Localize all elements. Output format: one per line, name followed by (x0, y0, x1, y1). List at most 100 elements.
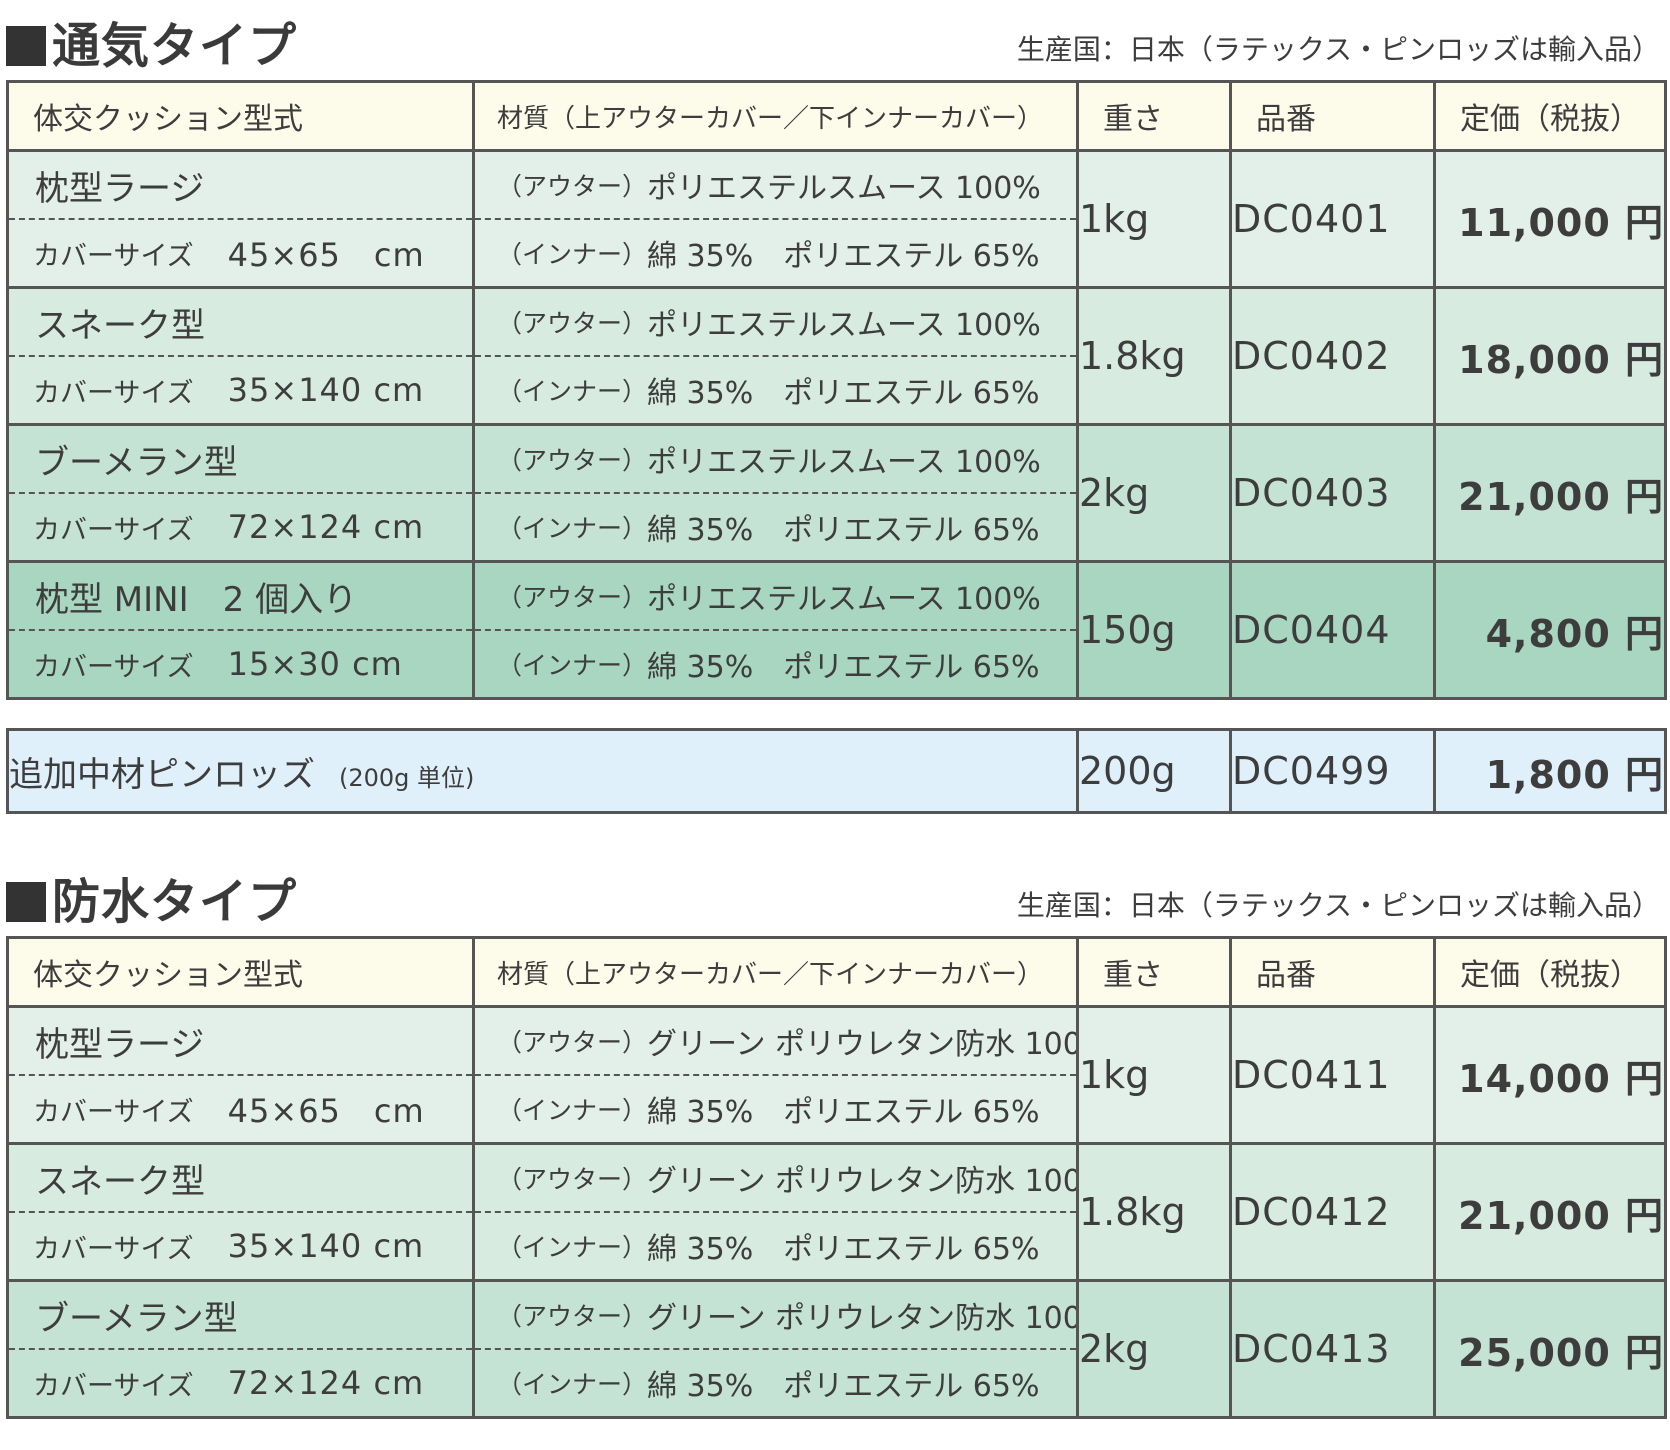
code-cell: DC0411 (1229, 1005, 1436, 1145)
outer-material-value: グリーン ポリウレタン防水 100% (647, 1164, 1076, 1199)
model-name: 枕型 MINI 2 個入り (9, 563, 472, 631)
inner-material-value: 綿 35% ポリエステル 65% (647, 1369, 1040, 1404)
model-name: ブーメラン型 (9, 1282, 472, 1350)
square-bullet-icon (6, 26, 46, 66)
price-cell: 18,000 円 (1433, 286, 1667, 426)
weight-cell: 2kg (1076, 423, 1232, 563)
inner-prefix: （インナー） (497, 1096, 648, 1125)
cover-size: カバーサイズ 15×30 cm (9, 631, 472, 697)
weight-cell: 1.8kg (1076, 1142, 1232, 1282)
header-code: 品番 (1229, 80, 1436, 152)
cover-size: カバーサイズ 45×65 cm (9, 1076, 472, 1142)
section-title-text: 防水タイプ (52, 874, 298, 930)
outer-material: （アウター） ポリエステルスムース 100% (475, 426, 1076, 494)
cover-size-value: 45×65 cm (227, 236, 425, 274)
outer-material: （アウター） グリーン ポリウレタン防水 100% (475, 1008, 1076, 1076)
cover-size-label: カバーサイズ (33, 1096, 194, 1128)
inner-material: （インナー）綿 35% ポリエステル 65% (475, 220, 1076, 286)
cover-size-value: 35×140 cm (227, 371, 425, 409)
table-header-row: 体交クッション型式 材質（上アウターカバー／下インナーカバー） 重さ 品番 定価… (6, 936, 1667, 1008)
addon-name: 追加中材ピンロッズ (200g 単位) (6, 728, 1079, 814)
model-name: スネーク型 (9, 289, 472, 357)
inner-material: （インナー）綿 35% ポリエステル 65% (475, 494, 1076, 560)
weight-cell: 1kg (1076, 1005, 1232, 1145)
outer-material: （アウター） ポリエステルスムース 100% (475, 563, 1076, 631)
inner-material-value: 綿 35% ポリエステル 65% (647, 650, 1040, 685)
origin-note: 生産国：日本（ラテックス・ピンロッズは輸入品） (1016, 33, 1660, 66)
outer-prefix: （アウター） (497, 583, 648, 612)
code-cell: DC0412 (1229, 1142, 1436, 1282)
outer-prefix: （アウター） (497, 172, 648, 201)
model-name: 枕型ラージ (9, 1008, 472, 1076)
price-cell: 11,000 円 (1433, 149, 1667, 289)
cover-size: カバーサイズ 72×124 cm (9, 1350, 472, 1416)
cover-size-label: カバーサイズ (33, 514, 194, 546)
table-row: 枕型 MINI 2 個入り カバーサイズ 15×30 cm （アウター） ポリエステ… (6, 560, 1667, 700)
inner-material: （インナー）綿 35% ポリエステル 65% (475, 631, 1076, 697)
cover-size-value: 35×140 cm (227, 1227, 425, 1265)
outer-material-value: ポリエステルスムース 100% (647, 582, 1041, 617)
price-cell: 4,800 円 (1433, 560, 1667, 700)
code-cell: DC0413 (1229, 1279, 1436, 1419)
addon-code: DC0499 (1229, 728, 1436, 814)
inner-material: （インナー）綿 35% ポリエステル 65% (475, 357, 1076, 423)
outer-prefix: （アウター） (497, 1165, 648, 1194)
inner-material-value: 綿 35% ポリエステル 65% (647, 1095, 1040, 1130)
header-code: 品番 (1229, 936, 1436, 1008)
cover-size-label: カバーサイズ (33, 377, 194, 409)
outer-material: （アウター） グリーン ポリウレタン防水 100% (475, 1145, 1076, 1213)
inner-material-value: 綿 35% ポリエステル 65% (647, 239, 1040, 274)
inner-prefix: （インナー） (497, 1233, 648, 1262)
header-price: 定価（税抜） (1433, 80, 1667, 152)
inner-material-value: 綿 35% ポリエステル 65% (647, 376, 1040, 411)
inner-material: （インナー）綿 35% ポリエステル 65% (475, 1350, 1076, 1416)
header-weight: 重さ (1076, 936, 1232, 1008)
table-row: ブーメラン型 カバーサイズ 72×124 cm （アウター） グリーン ポリウレタン… (6, 1279, 1667, 1419)
cover-size-value: 15×30 cm (227, 645, 403, 683)
weight-cell: 2kg (1076, 1279, 1232, 1419)
cover-size-label: カバーサイズ (33, 1370, 194, 1402)
addon-table: 追加中材ピンロッズ (200g 単位) 200g DC0499 1,800 円 (6, 728, 1667, 814)
outer-material: （アウター） ポリエステルスムース 100% (475, 152, 1076, 220)
table-header-row: 体交クッション型式 材質（上アウターカバー／下インナーカバー） 重さ 品番 定価… (6, 80, 1667, 152)
inner-prefix: （インナー） (497, 1370, 648, 1399)
weight-cell: 1kg (1076, 149, 1232, 289)
code-cell: DC0404 (1229, 560, 1436, 700)
outer-material-value: グリーン ポリウレタン防水 100% (647, 1027, 1076, 1062)
code-cell: DC0402 (1229, 286, 1436, 426)
header-weight: 重さ (1076, 80, 1232, 152)
header-material: 材質（上アウターカバー／下インナーカバー） (472, 80, 1079, 152)
square-bullet-icon (6, 882, 46, 922)
outer-material-value: ポリエステルスムース 100% (647, 445, 1041, 480)
outer-material-value: ポリエステルスムース 100% (647, 308, 1041, 343)
spec-table-waterproof: 体交クッション型式 材質（上アウターカバー／下インナーカバー） 重さ 品番 定価… (6, 936, 1667, 1419)
price-cell: 14,000 円 (1433, 1005, 1667, 1145)
inner-prefix: （インナー） (497, 514, 648, 543)
outer-material-value: ポリエステルスムース 100% (647, 171, 1041, 206)
table-row: ブーメラン型 カバーサイズ 72×124 cm （アウター） ポリエステルスムース … (6, 423, 1667, 563)
section-title-waterproof: 防水タイプ (6, 862, 297, 932)
outer-prefix: （アウター） (497, 309, 648, 338)
addon-price: 1,800 円 (1433, 728, 1667, 814)
outer-material: （アウター） グリーン ポリウレタン防水 100% (475, 1282, 1076, 1350)
cover-size-value: 72×124 cm (227, 508, 425, 546)
cover-size: カバーサイズ 72×124 cm (9, 494, 472, 560)
cover-size-label: カバーサイズ (33, 240, 194, 272)
model-name: 枕型ラージ (9, 152, 472, 220)
cover-size: カバーサイズ 35×140 cm (9, 357, 472, 423)
table-row: スネーク型 カバーサイズ 35×140 cm （アウター） グリーン ポリウレタン防… (6, 1142, 1667, 1282)
table-row: 枕型ラージ カバーサイズ 45×65 cm （アウター） グリーン ポリウレタン防水… (6, 1005, 1667, 1145)
section-title-ventilated: 通気タイプ (6, 6, 297, 76)
inner-material-value: 綿 35% ポリエステル 65% (647, 1232, 1040, 1267)
outer-prefix: （アウター） (497, 1028, 648, 1057)
outer-prefix: （アウター） (497, 446, 648, 475)
header-material: 材質（上アウターカバー／下インナーカバー） (472, 936, 1079, 1008)
addon-name-text: 追加中材ピンロッズ (9, 754, 315, 795)
model-name: スネーク型 (9, 1145, 472, 1213)
addon-weight: 200g (1076, 728, 1232, 814)
inner-prefix: （インナー） (497, 240, 648, 269)
cover-size-label: カバーサイズ (33, 651, 194, 683)
weight-cell: 150g (1076, 560, 1232, 700)
price-cell: 21,000 円 (1433, 1142, 1667, 1282)
price-cell: 21,000 円 (1433, 423, 1667, 563)
